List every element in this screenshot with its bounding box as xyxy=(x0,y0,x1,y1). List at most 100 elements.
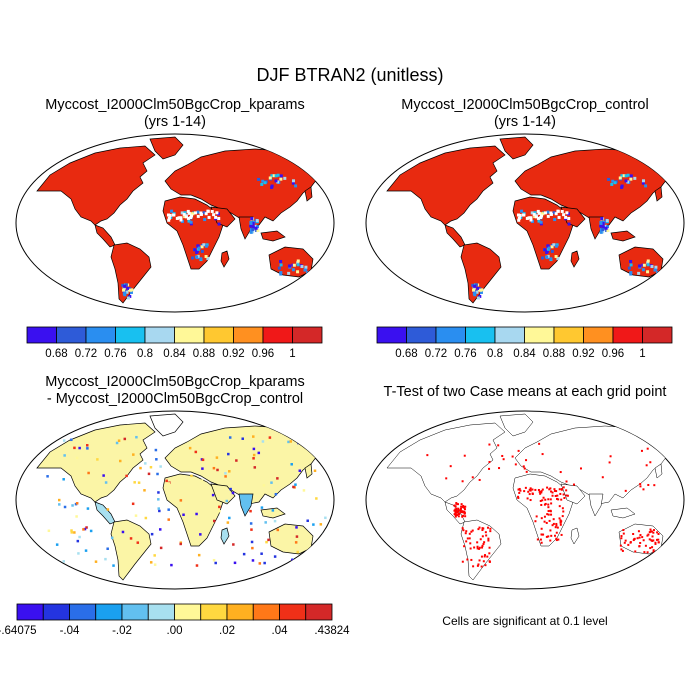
significant-cell xyxy=(511,455,514,458)
field-cell xyxy=(291,263,295,267)
significant-cell xyxy=(540,491,543,494)
field-cell xyxy=(78,535,81,539)
significant-cell xyxy=(527,490,530,493)
significant-cell xyxy=(639,541,642,544)
field-cell xyxy=(182,513,185,517)
madagascar-land xyxy=(220,250,230,268)
significant-cell xyxy=(649,461,652,464)
field-cell xyxy=(134,514,138,517)
significant-cell xyxy=(476,564,479,567)
significant-cell xyxy=(489,530,492,533)
field-cell xyxy=(157,491,160,494)
significant-cell xyxy=(464,505,467,508)
field-cell xyxy=(290,463,293,466)
significant-cell xyxy=(464,515,467,518)
panel-title-kparams-line2: (yrs 1-14) xyxy=(143,114,207,130)
significant-cell xyxy=(654,542,657,545)
significant-cell xyxy=(487,539,490,542)
india-land xyxy=(588,493,604,517)
new-zealand-land xyxy=(672,278,680,294)
field-cell xyxy=(199,257,203,261)
significant-cell xyxy=(553,488,556,491)
significant-cell xyxy=(554,494,557,497)
field-cell xyxy=(86,507,90,510)
north-america-land xyxy=(386,422,506,503)
field-cell xyxy=(241,437,244,440)
significant-cell xyxy=(517,496,520,499)
field-cell-missing xyxy=(537,211,541,215)
field-cell xyxy=(254,226,258,230)
field-cell xyxy=(291,179,295,183)
field-cell xyxy=(159,546,163,550)
significant-cell xyxy=(540,503,543,506)
significant-cell xyxy=(461,480,464,483)
significant-cell xyxy=(469,542,472,545)
colorbar-box xyxy=(147,603,175,621)
significant-cell xyxy=(639,485,642,488)
field-cell xyxy=(638,264,642,268)
significant-cell xyxy=(459,508,462,511)
field-cell-missing xyxy=(179,218,183,222)
field-cell xyxy=(125,290,129,294)
field-cell xyxy=(121,530,125,534)
field-cell xyxy=(257,177,261,181)
field-cell-missing xyxy=(206,209,210,213)
field-cell xyxy=(87,471,90,475)
significant-cell xyxy=(454,515,457,518)
colorbar-label: 0.88 xyxy=(543,348,565,360)
field-cell xyxy=(58,503,61,506)
significant-cell xyxy=(469,547,472,550)
field-cell xyxy=(550,249,554,253)
significant-cell xyxy=(463,510,466,513)
field-cell xyxy=(77,552,80,555)
central-america-land xyxy=(94,224,116,248)
field-cell xyxy=(319,523,323,526)
significant-cell xyxy=(653,484,656,487)
field-cell xyxy=(646,259,650,263)
colorbar-box xyxy=(465,326,496,344)
field-cell xyxy=(55,543,59,546)
central-america-land xyxy=(94,501,116,525)
field-cell xyxy=(227,452,230,456)
colorbar-kparams: 0.68 0.72 0.76 0.8 0.84 0.88 0.92 0.96 1 xyxy=(26,326,323,360)
field-cell xyxy=(478,294,482,298)
field-cell xyxy=(273,555,277,558)
significant-cell xyxy=(547,510,550,513)
significant-cell xyxy=(456,514,459,517)
field-cell xyxy=(233,561,237,565)
colorbar-box xyxy=(42,603,70,621)
significant-cell xyxy=(484,564,487,567)
field-cell xyxy=(547,246,551,250)
significant-cell xyxy=(601,476,604,479)
colorbar-box xyxy=(174,326,205,344)
field-cell xyxy=(153,563,157,566)
significant-cell xyxy=(531,492,534,495)
significant-cell xyxy=(656,531,659,534)
field-cell xyxy=(170,209,174,213)
field-cell xyxy=(605,225,609,229)
field-cell-missing xyxy=(194,211,198,215)
field-cell xyxy=(62,478,65,481)
significant-cell xyxy=(565,489,568,492)
colorbar-box xyxy=(435,326,466,344)
significant-cell xyxy=(463,512,466,515)
field-cell xyxy=(254,224,258,228)
colorbar-box xyxy=(406,326,437,344)
significant-cell xyxy=(540,490,543,493)
significant-cell xyxy=(559,471,562,474)
colorbar-box xyxy=(95,603,123,621)
significant-cell xyxy=(539,492,542,495)
significant-cell xyxy=(489,527,492,530)
field-cell xyxy=(251,228,255,232)
field-cell xyxy=(125,474,128,478)
field-cell-missing xyxy=(525,216,529,220)
colorbar-box xyxy=(85,326,116,344)
significant-cell xyxy=(471,529,474,532)
field-cell xyxy=(158,528,162,531)
field-cell xyxy=(620,174,624,178)
field-cell-missing xyxy=(186,209,190,213)
field-cell xyxy=(601,228,605,232)
field-cell xyxy=(296,270,300,274)
field-cell xyxy=(211,493,215,497)
field-cell xyxy=(112,564,115,567)
